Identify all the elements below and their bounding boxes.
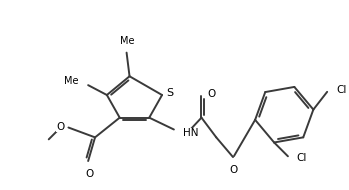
Text: S: S — [166, 88, 173, 98]
Text: Cl: Cl — [336, 85, 347, 95]
Text: Cl: Cl — [297, 153, 307, 163]
Text: Me: Me — [120, 36, 135, 46]
Text: Me: Me — [64, 76, 78, 86]
Text: O: O — [56, 122, 65, 131]
Text: O: O — [207, 89, 216, 99]
Text: O: O — [230, 165, 238, 175]
Text: HN: HN — [183, 128, 198, 139]
Text: O: O — [85, 169, 93, 179]
